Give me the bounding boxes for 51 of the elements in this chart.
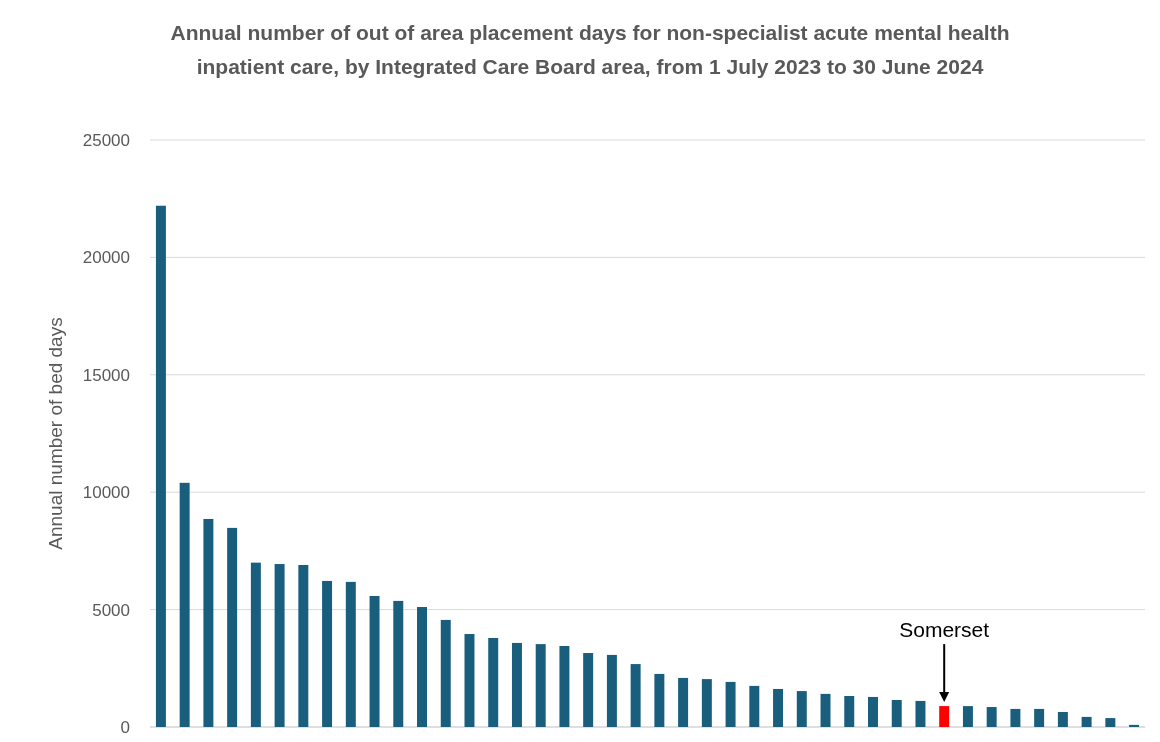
bar — [725, 681, 736, 727]
bar — [393, 600, 404, 727]
bar — [678, 677, 689, 727]
y-axis-title: Annual number of bed days — [45, 317, 66, 550]
bar — [274, 564, 285, 727]
chart-title: Annual number of out of area placement days for non-specialist acute mental health inpatient care, by Integrated Care Board area, from 1 July 2023 to 30 June 2024 — [170, 21, 1010, 78]
y-tick-label: 10000 — [82, 483, 130, 503]
bar — [1105, 718, 1116, 727]
y-tick-label: 5000 — [92, 600, 130, 620]
bar — [701, 679, 712, 727]
bar — [559, 645, 570, 727]
bar — [583, 653, 594, 727]
bar — [1081, 716, 1092, 727]
bar — [606, 654, 617, 727]
bar — [654, 673, 665, 727]
y-tick-label: 15000 — [82, 365, 130, 385]
bar — [796, 691, 807, 727]
bar — [986, 707, 997, 727]
bar — [773, 688, 784, 727]
bar — [535, 644, 546, 727]
bar — [962, 706, 973, 727]
annotation: Somerset — [899, 618, 990, 642]
bar — [440, 619, 451, 727]
bar — [369, 595, 380, 727]
bar — [155, 205, 166, 727]
bar — [488, 638, 499, 727]
y-tick-label: 20000 — [82, 248, 130, 268]
bar — [464, 634, 475, 727]
bar — [1057, 711, 1068, 727]
bar — [322, 580, 333, 727]
bar — [227, 527, 238, 727]
bar — [749, 685, 760, 727]
bar — [417, 607, 427, 727]
bar — [1010, 708, 1021, 727]
bar — [1034, 708, 1045, 727]
bar — [630, 664, 641, 727]
bar — [868, 696, 878, 727]
bar — [179, 482, 190, 727]
bar — [939, 706, 950, 727]
bar — [511, 642, 522, 727]
bar — [203, 518, 214, 727]
bar — [250, 562, 261, 727]
bar — [891, 700, 902, 727]
bar — [915, 700, 926, 727]
bar — [298, 564, 309, 727]
y-tick-label: 25000 — [82, 130, 130, 150]
bar — [844, 696, 855, 727]
y-tick-label: 0 — [120, 717, 130, 737]
bar — [345, 581, 356, 727]
bar — [820, 693, 831, 727]
bar — [1129, 724, 1140, 727]
